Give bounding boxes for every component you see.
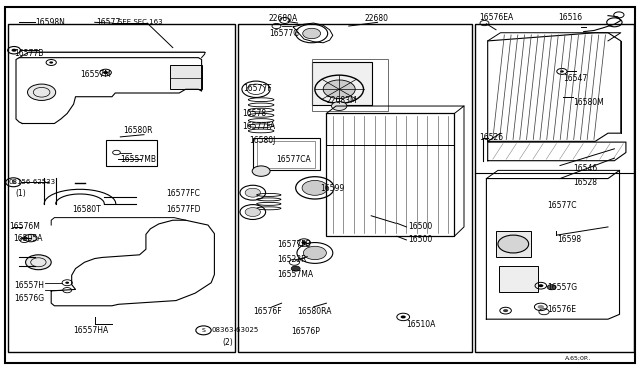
FancyBboxPatch shape xyxy=(170,65,202,89)
Circle shape xyxy=(498,235,529,253)
Text: 16598N: 16598N xyxy=(35,18,65,27)
Text: 16557MB: 16557MB xyxy=(120,155,156,164)
Text: 16580J: 16580J xyxy=(250,136,276,145)
Text: 16557G: 16557G xyxy=(547,283,577,292)
Text: 16580R: 16580R xyxy=(123,126,152,135)
Text: 22680: 22680 xyxy=(365,14,388,23)
Text: 16526: 16526 xyxy=(479,133,503,142)
Text: 08156-62533: 08156-62533 xyxy=(9,179,56,185)
Text: 08363-63025: 08363-63025 xyxy=(211,327,259,333)
Circle shape xyxy=(103,71,108,74)
Circle shape xyxy=(538,305,544,309)
Circle shape xyxy=(332,102,347,110)
Circle shape xyxy=(560,70,564,73)
Circle shape xyxy=(302,180,328,195)
Circle shape xyxy=(26,255,51,270)
Circle shape xyxy=(547,285,556,290)
Circle shape xyxy=(303,246,326,260)
Text: 16598: 16598 xyxy=(557,235,581,244)
Text: 16580T: 16580T xyxy=(72,205,101,214)
Circle shape xyxy=(245,188,260,197)
Text: 16516: 16516 xyxy=(558,13,582,22)
Text: 16580RA: 16580RA xyxy=(298,307,332,316)
Circle shape xyxy=(12,49,17,52)
Circle shape xyxy=(303,28,321,39)
Text: 16576M: 16576M xyxy=(9,222,40,231)
Text: (2): (2) xyxy=(223,339,234,347)
Text: 16578: 16578 xyxy=(242,109,266,118)
Text: (1): (1) xyxy=(15,189,26,198)
Text: SEE SEC.163: SEE SEC.163 xyxy=(118,19,163,25)
Circle shape xyxy=(538,284,543,287)
Text: 16577CA: 16577CA xyxy=(276,155,311,164)
Text: 16557H: 16557H xyxy=(14,281,44,290)
Text: 16599: 16599 xyxy=(320,184,344,193)
Circle shape xyxy=(503,309,508,312)
Circle shape xyxy=(301,241,307,244)
Circle shape xyxy=(65,282,69,284)
Circle shape xyxy=(49,61,53,64)
Text: 16505A: 16505A xyxy=(13,234,42,243)
Text: 16576E: 16576E xyxy=(547,305,576,314)
Text: 16557HA: 16557HA xyxy=(74,326,109,335)
Circle shape xyxy=(323,80,355,99)
Text: 16577C: 16577C xyxy=(547,201,577,210)
FancyBboxPatch shape xyxy=(499,266,538,292)
Text: A.65;0P..: A.65;0P.. xyxy=(564,355,591,360)
Text: 16523R: 16523R xyxy=(277,255,307,264)
Text: 16577B: 16577B xyxy=(14,49,44,58)
Text: 16577FB: 16577FB xyxy=(277,240,311,249)
FancyBboxPatch shape xyxy=(312,62,372,105)
Circle shape xyxy=(252,166,270,176)
Text: 16576P: 16576P xyxy=(291,327,320,336)
Text: 16577G: 16577G xyxy=(269,29,299,38)
Text: 16500: 16500 xyxy=(408,222,433,231)
Text: 16577FA: 16577FA xyxy=(242,122,275,131)
Text: 16577FD: 16577FD xyxy=(166,205,201,214)
Text: 16577FC: 16577FC xyxy=(166,189,200,198)
Circle shape xyxy=(401,315,406,318)
Circle shape xyxy=(28,84,56,100)
Text: 16577: 16577 xyxy=(96,18,120,27)
Text: 16557MA: 16557MA xyxy=(277,270,313,279)
Text: 16576G: 16576G xyxy=(14,294,44,303)
Circle shape xyxy=(245,208,260,217)
Text: 16577F: 16577F xyxy=(243,84,272,93)
Text: 22680A: 22680A xyxy=(269,14,298,23)
Text: 16547: 16547 xyxy=(563,74,588,83)
Text: 16546: 16546 xyxy=(573,164,597,173)
Text: 16576EA: 16576EA xyxy=(479,13,513,22)
Text: 16576F: 16576F xyxy=(253,307,282,316)
Text: 16580M: 16580M xyxy=(573,98,604,107)
Text: 16557M: 16557M xyxy=(80,70,111,79)
Text: 16500: 16500 xyxy=(408,235,433,244)
Circle shape xyxy=(24,234,37,242)
Text: 22683M: 22683M xyxy=(326,96,357,105)
FancyBboxPatch shape xyxy=(496,231,531,257)
Text: 16528: 16528 xyxy=(573,178,596,187)
Text: 16510A: 16510A xyxy=(406,320,436,329)
Text: S: S xyxy=(202,328,205,333)
Text: S: S xyxy=(12,180,15,185)
Circle shape xyxy=(291,266,300,271)
